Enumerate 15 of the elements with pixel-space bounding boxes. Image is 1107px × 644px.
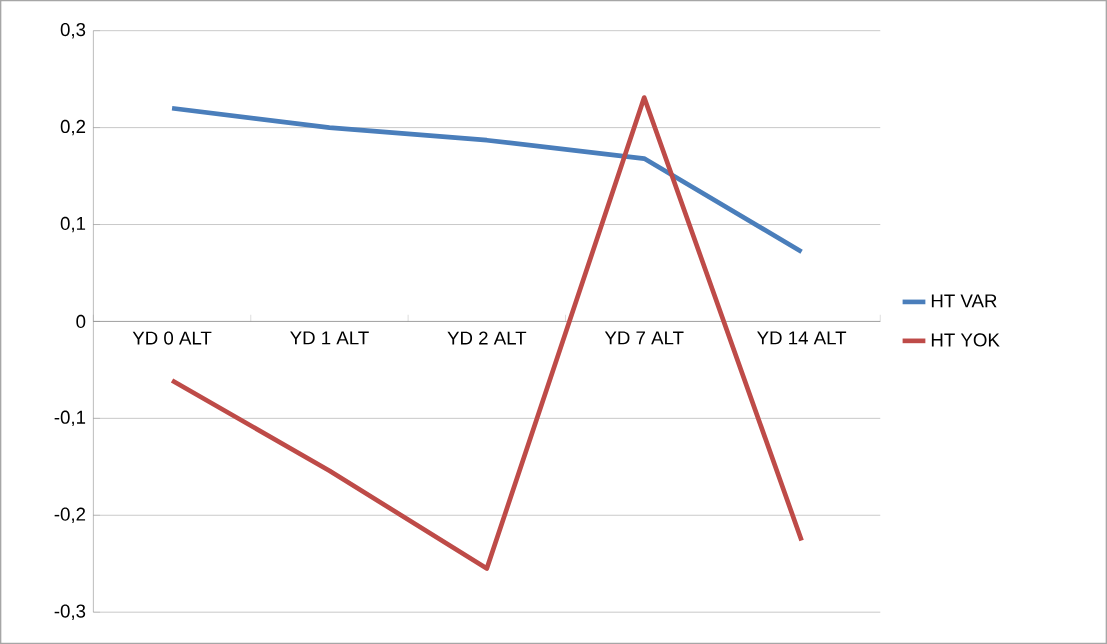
x-tick-label: YD 7 ALT [604, 331, 684, 345]
y-tick-label: 0,3 [60, 22, 86, 39]
line-series [169, 105, 804, 254]
x-tick-label: YD 1 ALT [290, 331, 369, 345]
y-tick-label: 0,2 [60, 119, 86, 136]
y-tick-label: -0,3 [54, 604, 86, 620]
legend-label: HT YOK [931, 333, 1000, 347]
y-tick-label: 0,1 [60, 216, 86, 233]
y-tick-label: 0 [76, 314, 86, 328]
legend-label: HT VAR [931, 294, 997, 308]
y-tick-label: -0,2 [54, 507, 86, 523]
x-tick-label: YD 14 ALT [757, 331, 847, 345]
x-tick-label: YD 2 ALT [447, 331, 527, 345]
y-tick-label: -0,1 [54, 410, 86, 426]
x-tick-label: YD 0 ALT [132, 331, 212, 345]
